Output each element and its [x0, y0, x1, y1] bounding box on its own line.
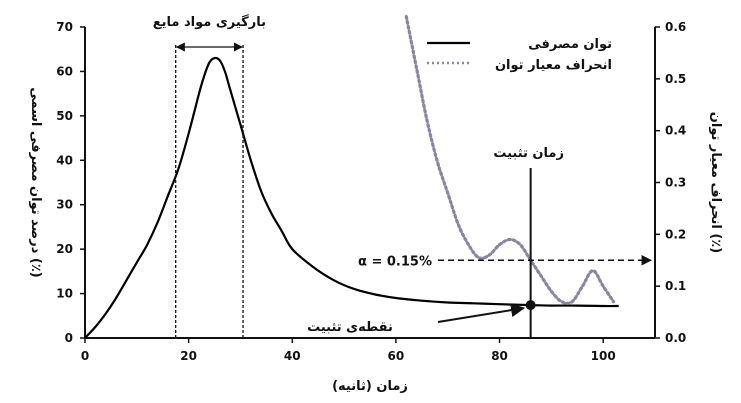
loading-label: بارگیری مواد مایع — [153, 14, 266, 30]
x-axis-title: زمان (ثانیه) — [332, 379, 408, 394]
x-tick-label: 80 — [491, 349, 508, 363]
x-tick-label: 20 — [180, 349, 197, 363]
y-right-tick-label: 0.1 — [665, 279, 686, 293]
y-axis-left-title: درصد توان مصرفی اسمی (٪) — [28, 87, 43, 277]
legend: توان مصرفی انحراف معیار توان — [427, 37, 612, 73]
y-axis-right-title: انحراف معیار توان (٪) — [708, 112, 723, 253]
x-tick-label: 60 — [388, 349, 405, 363]
x-tick-label: 0 — [81, 349, 89, 363]
x-tick-label: 100 — [591, 349, 616, 363]
y-right-tick-label: 0.4 — [665, 124, 686, 138]
y-left-tick-label: 30 — [56, 198, 73, 212]
y-left-tick-label: 70 — [56, 20, 73, 34]
series-line-power — [84, 56, 619, 339]
y-left-tick-label: 40 — [56, 153, 73, 167]
y-right-tick-label: 0.3 — [665, 176, 686, 190]
y-right-tick-label: 0.5 — [665, 72, 686, 86]
series-line-std — [404, 15, 616, 305]
y-left-tick-label: 10 — [56, 287, 73, 301]
legend-label-power: توان مصرفی — [528, 37, 612, 52]
y-left-tick-label: 60 — [56, 64, 73, 78]
stabilization-point-arrow — [437, 303, 526, 323]
stabilization-time-label: زمان تثبیت — [493, 146, 564, 161]
stabilization-point-label: نقطه‌ی تثبیت — [307, 320, 393, 335]
y-left-tick-label: 50 — [56, 109, 73, 123]
y-right-tick-label: 0.2 — [665, 227, 686, 241]
y-right-tick-label: 0.0 — [665, 331, 686, 345]
stabilization-point-marker — [525, 300, 536, 311]
x-tick-label: 40 — [284, 349, 301, 363]
y-right-tick-label: 0.6 — [665, 20, 686, 34]
legend-label-std: انحراف معیار توان — [495, 58, 612, 73]
y-left-tick-label: 0 — [65, 331, 73, 345]
y-left-tick-label: 20 — [56, 242, 73, 256]
alpha-label: α = 0.15% — [358, 254, 432, 269]
